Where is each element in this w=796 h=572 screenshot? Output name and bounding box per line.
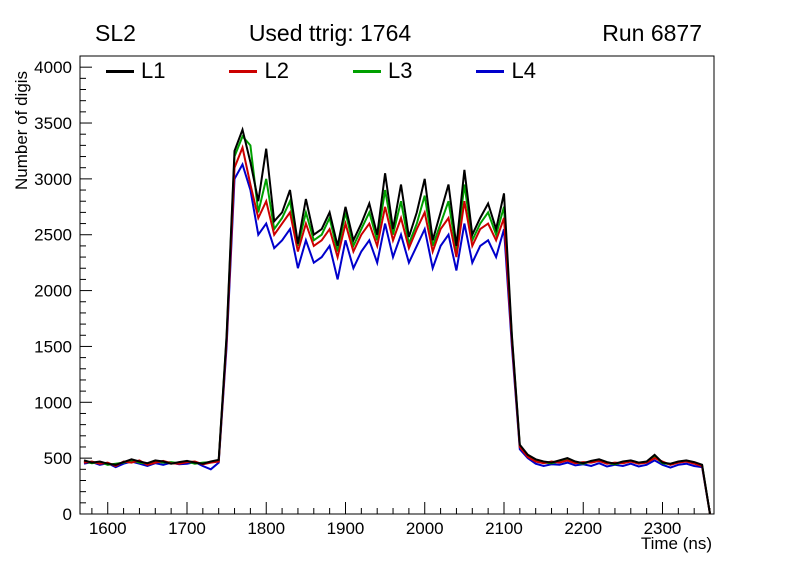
series-line-L3 — [83, 134, 711, 515]
x-tick-label: 2100 — [485, 519, 523, 538]
y-tick-label: 1500 — [34, 337, 72, 356]
legend-swatch-l3-line — [352, 69, 381, 73]
legend-label-l1: L1 — [141, 58, 166, 83]
x-axis-title: Time (ns) — [641, 534, 712, 553]
series-line-L1 — [83, 126, 711, 515]
pad-title-right: Run 6877 — [602, 20, 702, 46]
y-tick-label: 0 — [63, 505, 72, 524]
legend-item-l1: L1 — [106, 59, 165, 83]
legend-item-l3: L3 — [352, 58, 413, 83]
y-tick-label: 3500 — [34, 114, 72, 133]
legend-swatch-l2-line — [229, 69, 258, 73]
pad-title-center: Used ttrig: 1764 — [248, 20, 412, 46]
x-tick-label: 1900 — [327, 519, 365, 538]
x-tick-label: 2200 — [564, 519, 602, 538]
x-tick-label: 1800 — [247, 519, 285, 538]
y-tick-label: 4000 — [34, 58, 72, 77]
x-tick-label: 2000 — [406, 519, 444, 538]
legend: L1 L2 L3 L4 — [106, 59, 536, 83]
plot-frame — [79, 55, 715, 515]
legend-swatch-l4-line — [476, 69, 505, 73]
legend-label-l2: L2 — [264, 58, 289, 83]
legend-swatch-l1-line — [106, 69, 134, 73]
legend-label-l4: L4 — [511, 58, 536, 83]
legend-label-l3: L3 — [387, 58, 413, 83]
x-tick-label: 1600 — [89, 519, 127, 538]
plot-frame-and-series: 1600 1700 1800 1900 2000 2100 2200 2300 0 500 1000… — [34, 55, 715, 538]
series-line-L4 — [83, 161, 711, 515]
legend-item-l2: L2 — [229, 58, 289, 83]
x-tick-label: 1700 — [168, 519, 206, 538]
pad-title-left: SL2 — [95, 20, 136, 46]
legend-item-l4: L4 — [476, 58, 536, 83]
y-tick-label: 2500 — [34, 226, 72, 245]
y-tick-label: 2000 — [34, 282, 72, 301]
x-tick-label: 2300 — [644, 519, 682, 538]
y-tick-label: 3000 — [34, 170, 72, 189]
y-axis-title: Number of digis — [12, 71, 31, 190]
y-tick-label: 500 — [44, 449, 72, 468]
y-tick-label: 1000 — [34, 393, 72, 412]
